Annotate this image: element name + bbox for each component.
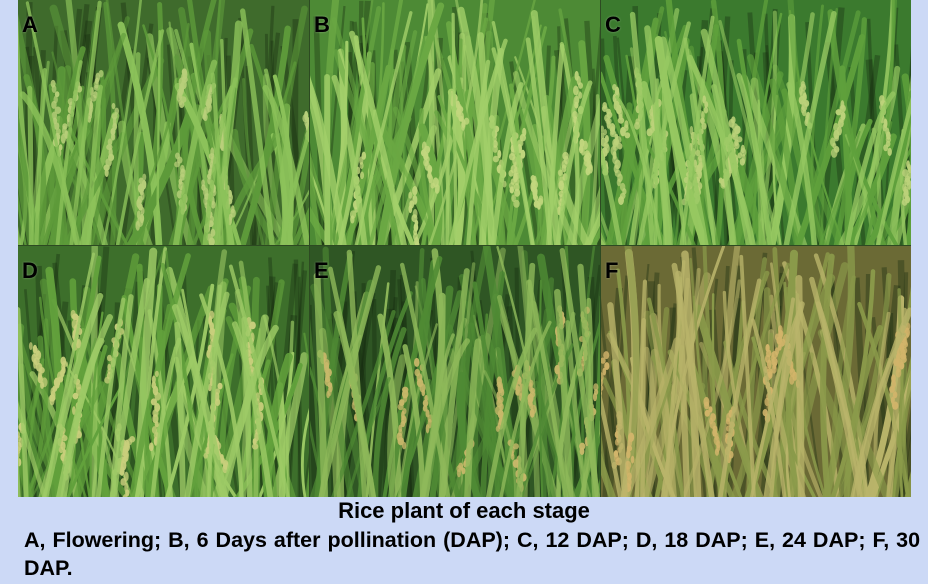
panel-d-letter: D <box>22 258 38 283</box>
panel-f-letter: F <box>605 258 619 283</box>
panel-b-letter: B <box>314 12 330 37</box>
panel-c-photo <box>601 0 911 245</box>
panel-e-photo <box>310 246 600 497</box>
panel-e-letter: E <box>314 258 329 283</box>
panel-c-letter: C <box>605 12 621 37</box>
figure-caption-title: Rice plant of each stage <box>338 498 590 523</box>
panel-a-letter: A <box>22 12 38 37</box>
panel-f-photo <box>601 246 911 497</box>
panel-c: C <box>601 0 911 245</box>
panel-b: B <box>310 0 600 245</box>
figure-caption-text: A, Flowering; B, 6 Days after pollinatio… <box>24 528 921 580</box>
photo-grid: A B C D E F <box>18 0 911 497</box>
panel-b-photo <box>310 0 600 245</box>
panel-d-photo <box>18 246 309 497</box>
panel-e: E <box>310 246 600 497</box>
panel-a-photo <box>18 0 309 245</box>
panel-a: A <box>18 0 309 245</box>
panel-d: D <box>18 246 309 497</box>
panel-f: F <box>601 246 911 497</box>
